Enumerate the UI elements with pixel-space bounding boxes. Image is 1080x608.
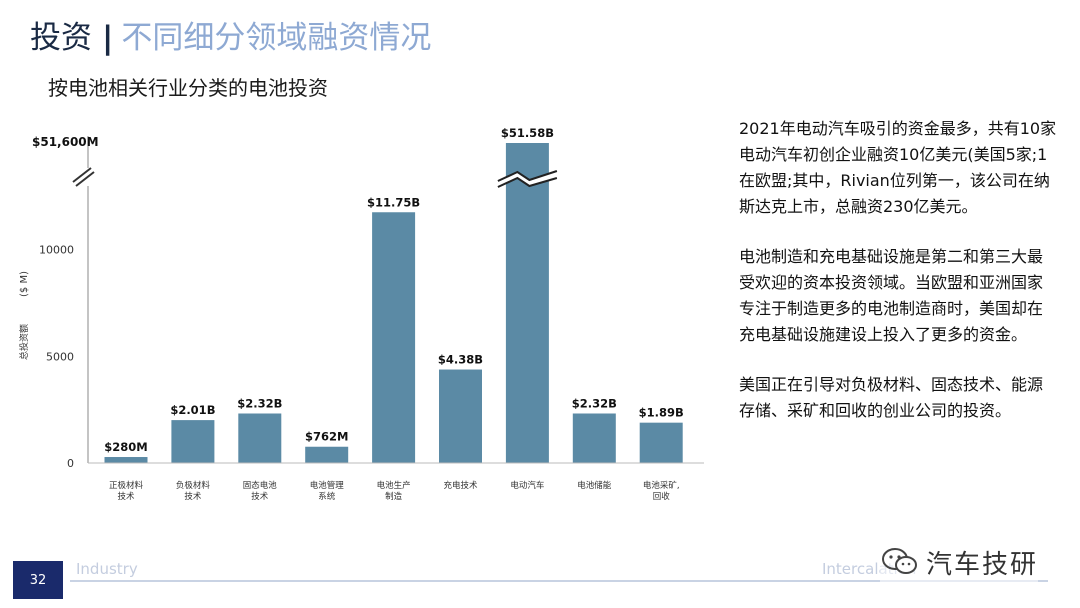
x-tick-label: 回收 bbox=[653, 491, 671, 502]
x-tick-label: 制造 bbox=[385, 491, 403, 502]
x-tick-label: 电池生产 bbox=[377, 480, 411, 491]
bar-data-label: $4.38B bbox=[438, 353, 483, 367]
bar-data-label: $2.01B bbox=[170, 403, 215, 417]
x-tick-label: 电动汽车 bbox=[510, 480, 544, 491]
slide-title-separator: | bbox=[102, 20, 114, 56]
page-number: 32 bbox=[13, 561, 63, 599]
bar bbox=[372, 212, 416, 463]
bar-data-label: $1.89B bbox=[639, 406, 684, 420]
bar-break-mark bbox=[497, 170, 558, 182]
bar-data-label: $51.58B bbox=[501, 126, 554, 140]
watermark-text: 汽车技研 bbox=[926, 549, 1039, 580]
y-axis-unit: ($ M) bbox=[19, 271, 30, 297]
y-tick-label: 5000 bbox=[46, 350, 74, 363]
bar bbox=[639, 422, 683, 463]
y-axis-label: 总投资额 bbox=[18, 324, 30, 360]
x-tick-label: 固态电池 bbox=[243, 480, 278, 491]
y-axis-break-label: $51,600M bbox=[32, 135, 99, 149]
x-tick-label: 技术 bbox=[117, 491, 135, 502]
x-tick-label: 技术 bbox=[184, 491, 202, 502]
bar bbox=[572, 413, 616, 463]
bar bbox=[439, 369, 482, 463]
bar bbox=[305, 446, 349, 463]
bar bbox=[238, 413, 282, 463]
bar bbox=[171, 420, 215, 463]
slide-title-sub: 不同细分领域融资情况 bbox=[121, 20, 432, 56]
bar-data-label: $11.75B bbox=[367, 195, 420, 209]
watermark: 汽车技研 bbox=[880, 542, 1039, 582]
x-tick-label: 充电技术 bbox=[443, 480, 478, 491]
bar-data-label: $762M bbox=[305, 430, 348, 444]
x-tick-label: 电池管理 bbox=[310, 480, 345, 491]
y-tick-label: 10000 bbox=[39, 244, 74, 257]
wechat-icon bbox=[882, 548, 917, 574]
bar-data-label: $2.32B bbox=[237, 396, 282, 410]
x-tick-label: 正极材料 bbox=[109, 480, 144, 491]
bar bbox=[104, 457, 148, 463]
x-tick-label: 系统 bbox=[318, 491, 336, 502]
bar-data-label: $280M bbox=[104, 440, 147, 454]
x-tick-label: 电池储能 bbox=[577, 480, 612, 491]
x-tick-label: 技术 bbox=[251, 491, 269, 502]
y-axis-break-mark bbox=[72, 167, 92, 183]
y-tick-label: 0 bbox=[67, 457, 74, 470]
y-axis-break-mark bbox=[75, 171, 95, 187]
slide-title-main: 投资 bbox=[30, 20, 92, 56]
x-tick-label: 电池采矿, bbox=[643, 480, 680, 491]
side-paragraph-3: 美国正在引导对负极材料、固态技术、能源存储、采矿和回收的创业公司的投资。 bbox=[739, 375, 1044, 420]
side-paragraph-2: 电池制造和充电基础设施是第二和第三大最受欢迎的资本投资领域。当欧盟和亚洲国家专注… bbox=[739, 247, 1044, 344]
footer-divider bbox=[70, 580, 1048, 582]
bar bbox=[505, 143, 549, 463]
chart-title: 按电池相关行业分类的电池投资 bbox=[48, 76, 328, 100]
slide-title: 投资 | 不同细分领域融资情况 bbox=[30, 16, 431, 60]
bar-break-mark bbox=[497, 176, 558, 188]
bar-data-label: $2.32B bbox=[572, 396, 617, 410]
footer-section-label: Industry bbox=[76, 560, 138, 578]
x-tick-label: 负极材料 bbox=[176, 480, 211, 491]
side-paragraph-1: 2021年电动汽车吸引的资金最多，共有10家电动汽车初创企业融资10亿美元(美国… bbox=[739, 119, 1057, 216]
side-commentary: 2021年电动汽车吸引的资金最多，共有10家电动汽车初创企业融资10亿美元(美国… bbox=[739, 116, 1057, 448]
